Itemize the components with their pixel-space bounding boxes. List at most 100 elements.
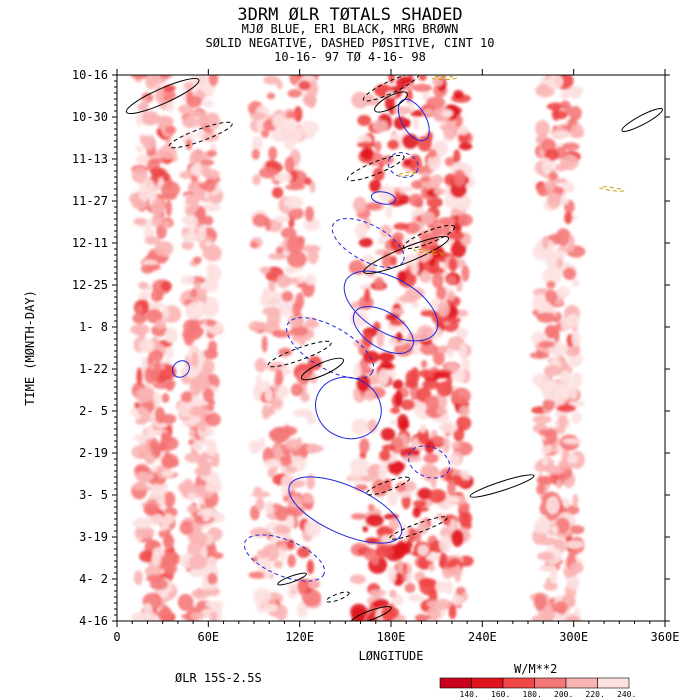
y-tick-label: 12-25 [72,278,108,292]
colorbar-level-label: 200. [554,690,573,699]
olr-blob [569,360,578,367]
olr-blob [556,404,577,413]
olr-blob [186,505,198,514]
olr-blob [145,75,158,90]
olr-blob [569,561,584,574]
olr-blob [151,213,163,227]
olr-blob [263,458,282,468]
olr-blob [553,601,568,614]
olr-blob [412,83,433,92]
colorbar-swatch [534,677,567,689]
olr-blob [160,280,172,292]
olr-blob [182,329,195,340]
olr-blob [568,234,575,253]
contour-mjø [171,360,190,378]
olr-blob [203,484,221,493]
olr-blob [261,129,270,138]
olr-blob [572,493,579,508]
olr-blob [286,250,307,268]
olr-blob [542,267,562,285]
contour-mjø [288,476,403,544]
olr-blob [358,237,373,248]
olr-blob [451,387,471,405]
olr-blob [367,504,375,512]
olr-blob [202,509,211,522]
olr-blob [290,325,309,337]
olr-blob [424,395,439,409]
olr-blob [256,116,265,134]
olr-blob [452,594,464,606]
olr-blob [460,357,471,370]
x-tick-label: 60E [197,630,219,644]
olr-blob [446,317,461,324]
olr-blob [396,331,403,343]
olr-blob [551,524,559,535]
olr-blob [570,525,585,535]
y-tick-label: 1- 8 [79,320,108,334]
olr-blob [161,453,179,469]
olr-blob [284,126,304,144]
olr-blob [144,236,161,245]
olr-blob [268,280,276,292]
olr-blob [133,217,147,226]
olr-blob [179,171,193,179]
olr-blob [388,75,395,84]
olr-blob [205,112,220,129]
olr-blob [447,230,465,241]
olr-blob [276,427,293,440]
contour-er1 [267,340,332,368]
olr-blob [148,349,164,362]
olr-blob [402,158,412,167]
olr-blob [385,205,393,219]
olr-blob [202,376,210,390]
olr-blob [363,202,382,211]
y-tick-label: 2- 5 [79,404,108,418]
olr-blob [364,389,375,402]
olr-blob [205,319,217,327]
olr-blob [414,614,431,621]
olr-blob [131,167,148,184]
olr-blob [556,110,567,120]
latitude-band-label: ØLR 15S-2.5S [175,671,262,685]
olr-blob [350,513,367,520]
olr-blob [162,305,170,320]
olr-blob [350,458,370,473]
olr-blob [392,232,405,242]
olr-blob [354,222,368,239]
olr-blob [293,106,303,123]
olr-blob [153,391,161,408]
olr-blob [533,592,547,611]
olr-blob [188,415,201,424]
olr-blob [375,545,394,558]
olr-blob [161,393,170,403]
olr-blob [283,195,304,210]
colorbar-swatch [471,677,504,689]
olr-blob [276,274,291,289]
olr-blob [562,438,583,445]
olr-blob [381,444,396,451]
olr-blob [455,586,466,594]
olr-blob [304,273,317,286]
olr-blob [134,526,155,539]
colorbar-level-label: 220. [586,690,605,699]
olr-blob [455,114,463,130]
olr-blob [271,187,284,199]
olr-blob [362,525,369,533]
olr-blob [188,531,209,545]
olr-blob [202,388,214,403]
olr-blob [139,550,155,563]
olr-blob [569,106,582,121]
x-tick-label: 0 [113,630,120,644]
olr-blob [561,181,575,194]
olr-blob [304,206,315,222]
olr-blob [177,481,197,494]
contour-mjø [243,534,326,582]
olr-blob [130,75,150,80]
olr-blob [248,321,263,332]
olr-blob [428,579,437,588]
olr-blob [138,187,150,202]
olr-blob [287,554,296,568]
olr-blob [545,289,558,304]
olr-blob [351,91,370,109]
olr-blob [295,410,311,417]
